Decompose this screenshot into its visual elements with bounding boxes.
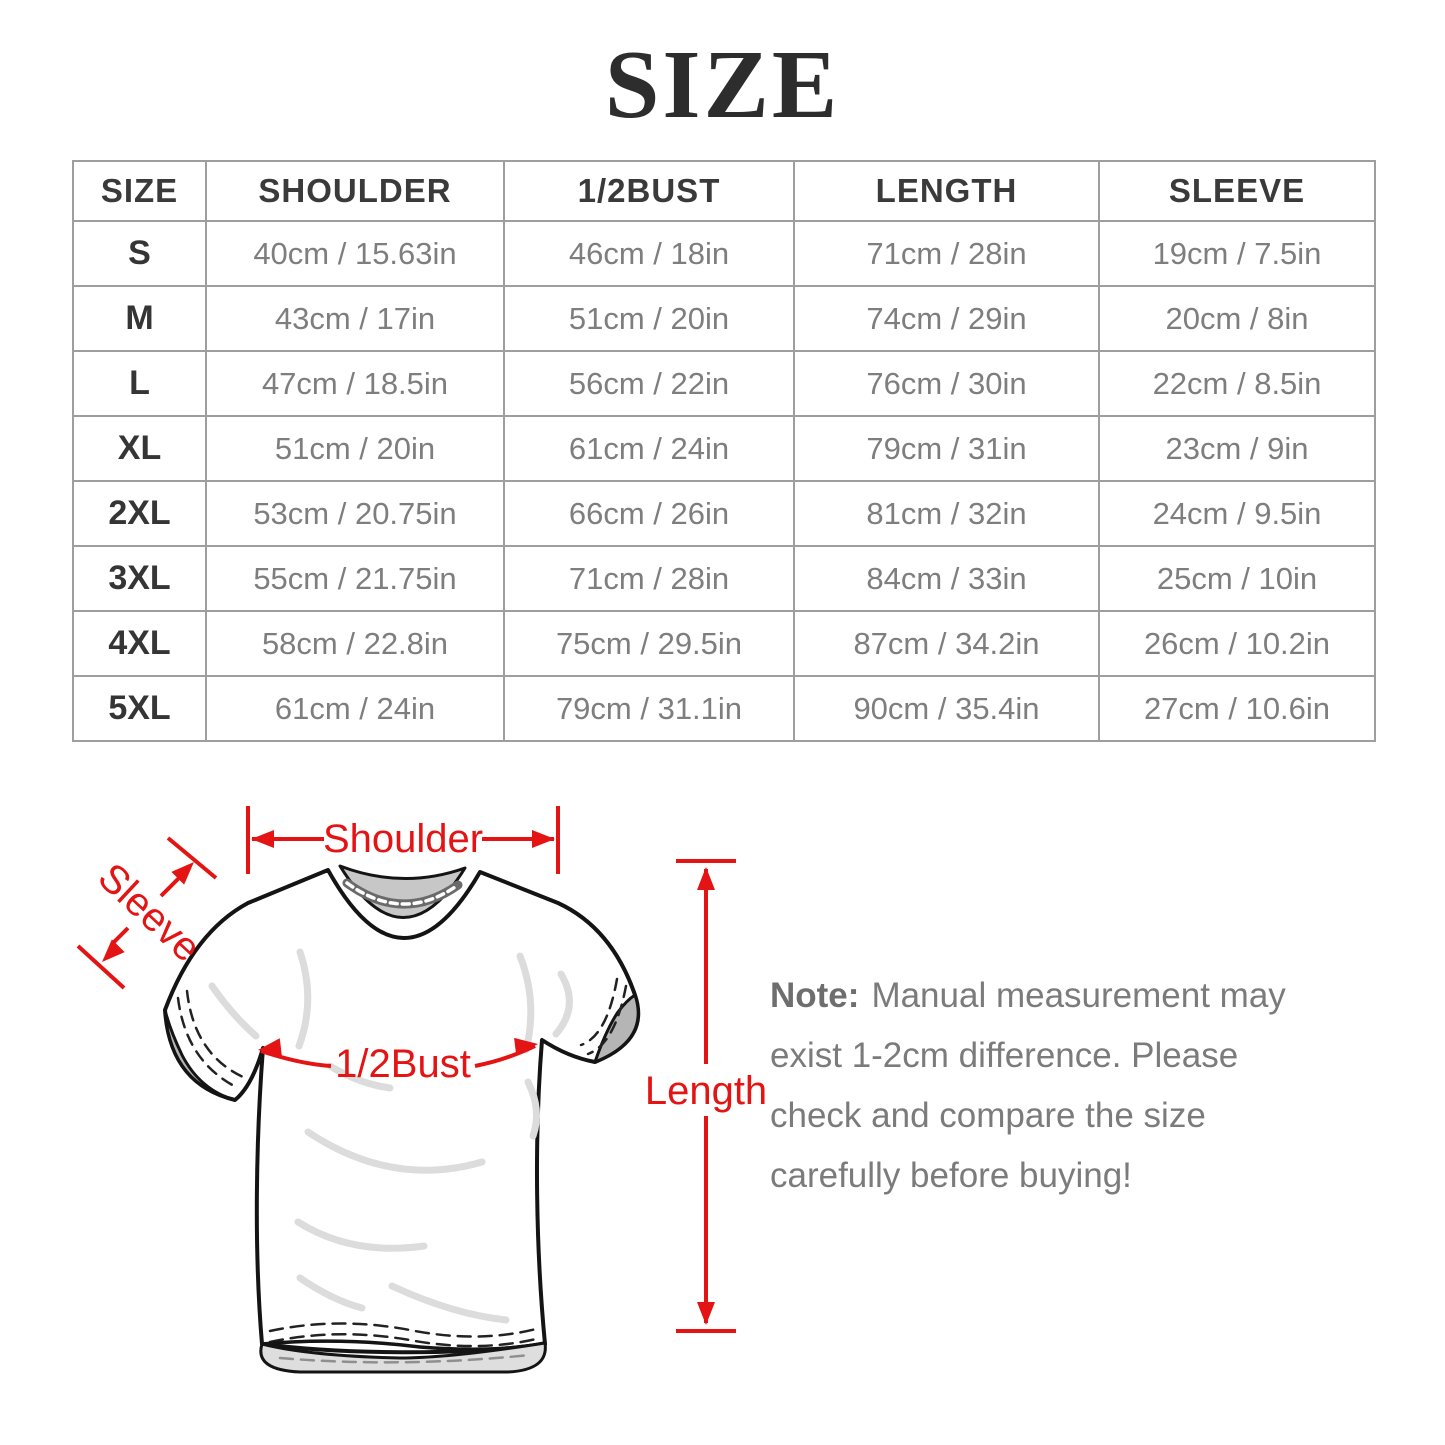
- size-cell: 2XL: [72, 480, 207, 547]
- size-cell: 5XL: [72, 675, 207, 742]
- neck-opening: [338, 864, 467, 919]
- hem-fold-edge: [260, 1339, 547, 1351]
- note-line-text: Manual measurement may: [871, 976, 1286, 1015]
- shoulder-cell: 51cm / 20in: [205, 415, 505, 482]
- note-line: carefully before buying!: [770, 1156, 1132, 1195]
- note-text: Note: Manual measurement may exist 1-2cm …: [770, 966, 1350, 1206]
- size-cell: 4XL: [72, 610, 207, 677]
- sleeve-cell: 27cm / 10.6in: [1098, 675, 1376, 742]
- sleeve-cell: 19cm / 7.5in: [1098, 220, 1376, 287]
- length-cell: 71cm / 28in: [793, 220, 1100, 287]
- halfbust-cell: 66cm / 26in: [503, 480, 795, 547]
- cuff-stitching: [176, 977, 628, 1090]
- length-measure-arrow: Length: [645, 859, 767, 1333]
- size-table: SIZE SHOULDER 1/2BUST LENGTH SLEEVE S 40…: [72, 160, 1376, 742]
- column-header-halfbust: 1/2BUST: [503, 160, 795, 222]
- halfbust-cell: 61cm / 24in: [503, 415, 795, 482]
- table-row-5xl: 5XL 61cm / 24in 79cm / 31.1in 90cm / 35.…: [72, 675, 1376, 742]
- halfbust-cell: 79cm / 31.1in: [503, 675, 795, 742]
- halfbust-cell: 71cm / 28in: [503, 545, 795, 612]
- halfbust-cell: 75cm / 29.5in: [503, 610, 795, 677]
- table-row-3xl: 3XL 55cm / 21.75in 71cm / 28in 84cm / 33…: [72, 545, 1376, 612]
- right-cuff-inside: [593, 993, 640, 1064]
- left-cuff-inside: [163, 1008, 237, 1102]
- shoulder-measure-arrow: Shoulder: [246, 806, 560, 874]
- note-line: Note: Manual measurement may: [770, 966, 1350, 1026]
- column-header-size: SIZE: [72, 160, 207, 222]
- sleeve-cell: 22cm / 8.5in: [1098, 350, 1376, 417]
- tshirt-body-outline: [163, 868, 641, 1355]
- hem-roll: [259, 1341, 547, 1374]
- sleeve-cell: 20cm / 8in: [1098, 285, 1376, 352]
- length-cell: 76cm / 30in: [793, 350, 1100, 417]
- sleeve-measure-arrow: Sleeve: [76, 836, 218, 990]
- shoulder-cell: 47cm / 18.5in: [205, 350, 505, 417]
- size-cell: S: [72, 220, 207, 287]
- sleeve-cell: 26cm / 10.2in: [1098, 610, 1376, 677]
- length-cell: 79cm / 31in: [793, 415, 1100, 482]
- length-cell: 81cm / 32in: [793, 480, 1100, 547]
- shoulder-cell: 53cm / 20.75in: [205, 480, 505, 547]
- shoulder-label: Shoulder: [323, 817, 483, 861]
- sleeve-cell: 24cm / 9.5in: [1098, 480, 1376, 547]
- column-header-length: LENGTH: [793, 160, 1100, 222]
- table-header-row: SIZE SHOULDER 1/2BUST LENGTH SLEEVE: [72, 160, 1376, 222]
- table-row-2xl: 2XL 53cm / 20.75in 66cm / 26in 81cm / 32…: [72, 480, 1376, 547]
- shoulder-cell: 40cm / 15.63in: [205, 220, 505, 287]
- halfbust-cell: 51cm / 20in: [503, 285, 795, 352]
- hem-roll-stitching: [278, 1353, 532, 1364]
- fabric-wrinkles: [208, 948, 573, 1324]
- collar-stitch-stripe: [342, 878, 463, 909]
- table-row-4xl: 4XL 58cm / 22.8in 75cm / 29.5in 87cm / 3…: [72, 610, 1376, 677]
- note-line: exist 1-2cm difference. Please: [770, 1036, 1239, 1075]
- length-label: Length: [645, 1069, 767, 1113]
- column-header-shoulder: SHOULDER: [205, 160, 505, 222]
- length-cell: 87cm / 34.2in: [793, 610, 1100, 677]
- halfbust-cell: 46cm / 18in: [503, 220, 795, 287]
- size-cell: XL: [72, 415, 207, 482]
- table-row-m: M 43cm / 17in 51cm / 20in 74cm / 29in 20…: [72, 285, 1376, 352]
- shoulder-cell: 61cm / 24in: [205, 675, 505, 742]
- tshirt-illustration: [163, 864, 641, 1374]
- sleeve-cell: 23cm / 9in: [1098, 415, 1376, 482]
- note-line: check and compare the size: [770, 1096, 1206, 1135]
- length-cell: 84cm / 33in: [793, 545, 1100, 612]
- half-bust-label: 1/2Bust: [335, 1042, 471, 1086]
- table-row-s: S 40cm / 15.63in 46cm / 18in 71cm / 28in…: [72, 220, 1376, 287]
- sleeve-label: Sleeve: [90, 855, 209, 971]
- shoulder-cell: 43cm / 17in: [205, 285, 505, 352]
- column-header-sleeve: SLEEVE: [1098, 160, 1376, 222]
- table-row-l: L 47cm / 18.5in 56cm / 22in 76cm / 30in …: [72, 350, 1376, 417]
- half-bust-measure-arrow: 1/2Bust: [258, 1037, 538, 1086]
- length-cell: 74cm / 29in: [793, 285, 1100, 352]
- shoulder-cell: 55cm / 21.75in: [205, 545, 505, 612]
- length-cell: 90cm / 35.4in: [793, 675, 1100, 742]
- size-cell: 3XL: [72, 545, 207, 612]
- halfbust-cell: 56cm / 22in: [503, 350, 795, 417]
- sleeve-cell: 25cm / 10in: [1098, 545, 1376, 612]
- size-cell: L: [72, 350, 207, 417]
- size-cell: M: [72, 285, 207, 352]
- collar-stitch-chain: [345, 881, 460, 906]
- page-title: SIZE: [604, 31, 841, 139]
- table-row-xl: XL 51cm / 20in 61cm / 24in 79cm / 31in 2…: [72, 415, 1376, 482]
- shoulder-cell: 58cm / 22.8in: [205, 610, 505, 677]
- note-prefix: Note:: [770, 976, 860, 1015]
- hem-stitching: [268, 1322, 538, 1348]
- measurement-annotations: Shoulder Sleeve 1/2Bust: [76, 806, 767, 1333]
